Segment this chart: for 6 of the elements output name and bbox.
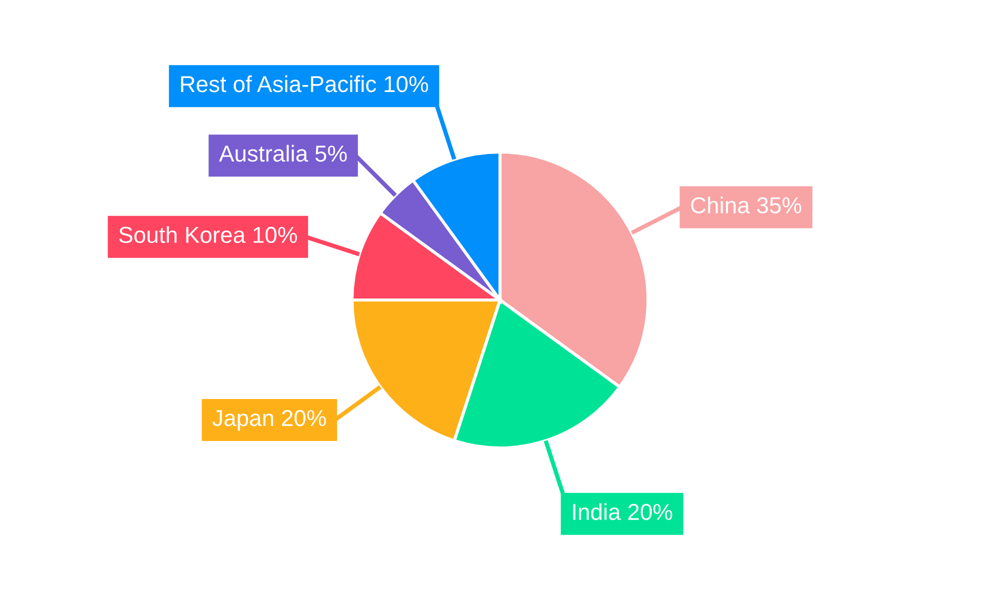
slice-label: Australia 5% xyxy=(218,144,347,162)
slice-label: South Korea 10% xyxy=(119,226,297,244)
slice-label: India 20% xyxy=(573,503,672,520)
slice-label: China 35% xyxy=(691,196,802,214)
slice-label: Rest of Asia-Pacific 10% xyxy=(181,75,428,92)
slice-label: Japan 20% xyxy=(212,410,326,431)
